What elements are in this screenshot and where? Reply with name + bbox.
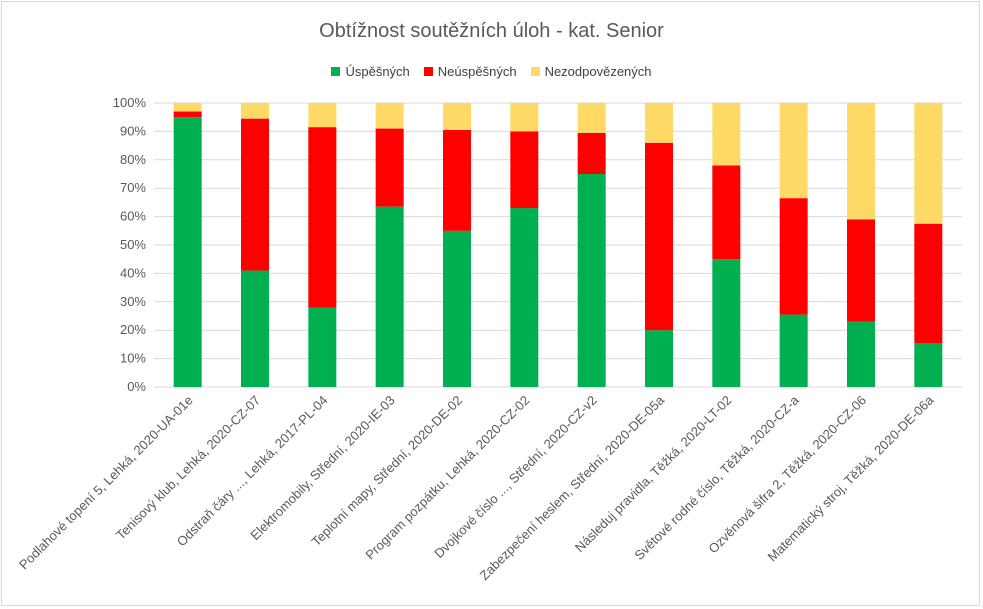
y-tick-label: 50% — [120, 237, 146, 252]
y-tick-label: 20% — [120, 322, 146, 337]
x-tick-label: Tenisový klub, Lehká, 2020-CZ-07 — [113, 393, 263, 543]
legend-label: Úspěšných — [345, 64, 410, 79]
bar-segment — [375, 128, 404, 207]
legend-swatch — [530, 67, 540, 76]
y-tick-label: 10% — [120, 351, 146, 366]
y-tick-label: 30% — [120, 294, 146, 309]
bar-segment — [443, 230, 471, 387]
bar-segment — [645, 330, 673, 387]
x-tick-label: Teplotní mapy, Střední, 2020-DE-02 — [309, 393, 466, 550]
bar-segment — [241, 103, 269, 119]
bar-segment — [510, 131, 539, 209]
bar-segment — [914, 342, 943, 387]
legend-swatch — [423, 67, 433, 76]
y-tick-label: 60% — [120, 209, 146, 224]
bar-segment — [173, 111, 202, 118]
legend: Úspěšných Neúspěšných Nezodpovězených — [2, 64, 981, 79]
y-tick-label: 80% — [120, 152, 146, 167]
bar-segment — [847, 321, 875, 387]
bar-segment — [510, 208, 539, 387]
legend-label: Nezodpovězených — [544, 64, 652, 79]
legend-item: Neúspěšných — [423, 64, 517, 79]
y-tick-label: 90% — [120, 123, 146, 138]
bar-segment — [510, 103, 539, 132]
bar-segment — [375, 103, 404, 129]
bar-segment — [308, 307, 337, 387]
bar-segment — [712, 103, 741, 166]
bar-segment — [577, 174, 606, 387]
bar-segment — [779, 314, 808, 387]
legend-item: Nezodpovězených — [530, 64, 652, 79]
bar-segment — [577, 132, 606, 174]
bar-segment — [241, 118, 269, 271]
y-tick-label: 70% — [120, 180, 146, 195]
y-tick-label: 100% — [113, 95, 147, 110]
bar-segment — [847, 219, 875, 322]
bar-segment — [173, 117, 202, 387]
bar-segment — [173, 103, 202, 112]
x-tick-label: Odstraň čáry ..., Lehká, 2017-PL-04 — [174, 393, 331, 550]
bar-segment — [443, 129, 471, 231]
legend-item: Úspěšných — [331, 64, 410, 79]
bar-segment — [914, 223, 943, 343]
bar-segment — [241, 270, 269, 387]
bar-segment — [712, 259, 741, 387]
bar-segment — [712, 165, 741, 260]
bar-segment — [779, 198, 808, 315]
bar-segment — [645, 142, 673, 331]
bar-segment — [308, 103, 337, 128]
bar-segment — [375, 206, 404, 387]
bar-segment — [308, 127, 337, 308]
bar-segment — [443, 103, 471, 130]
y-tick-label: 40% — [120, 265, 146, 280]
bar-segment — [914, 103, 943, 224]
legend-swatch — [331, 67, 341, 76]
bar-segment — [577, 103, 606, 133]
chart-title: Obtížnost soutěžních úloh - kat. Senior — [319, 20, 664, 42]
x-tick-label: Elektromobily, Střední, 2020-IE-03 — [247, 393, 397, 543]
bar-segment — [645, 103, 673, 143]
bar-segment — [847, 103, 875, 220]
y-tick-label: 0% — [127, 379, 146, 394]
bar-segment — [779, 103, 808, 199]
legend-label: Neúspěšných — [437, 64, 517, 79]
